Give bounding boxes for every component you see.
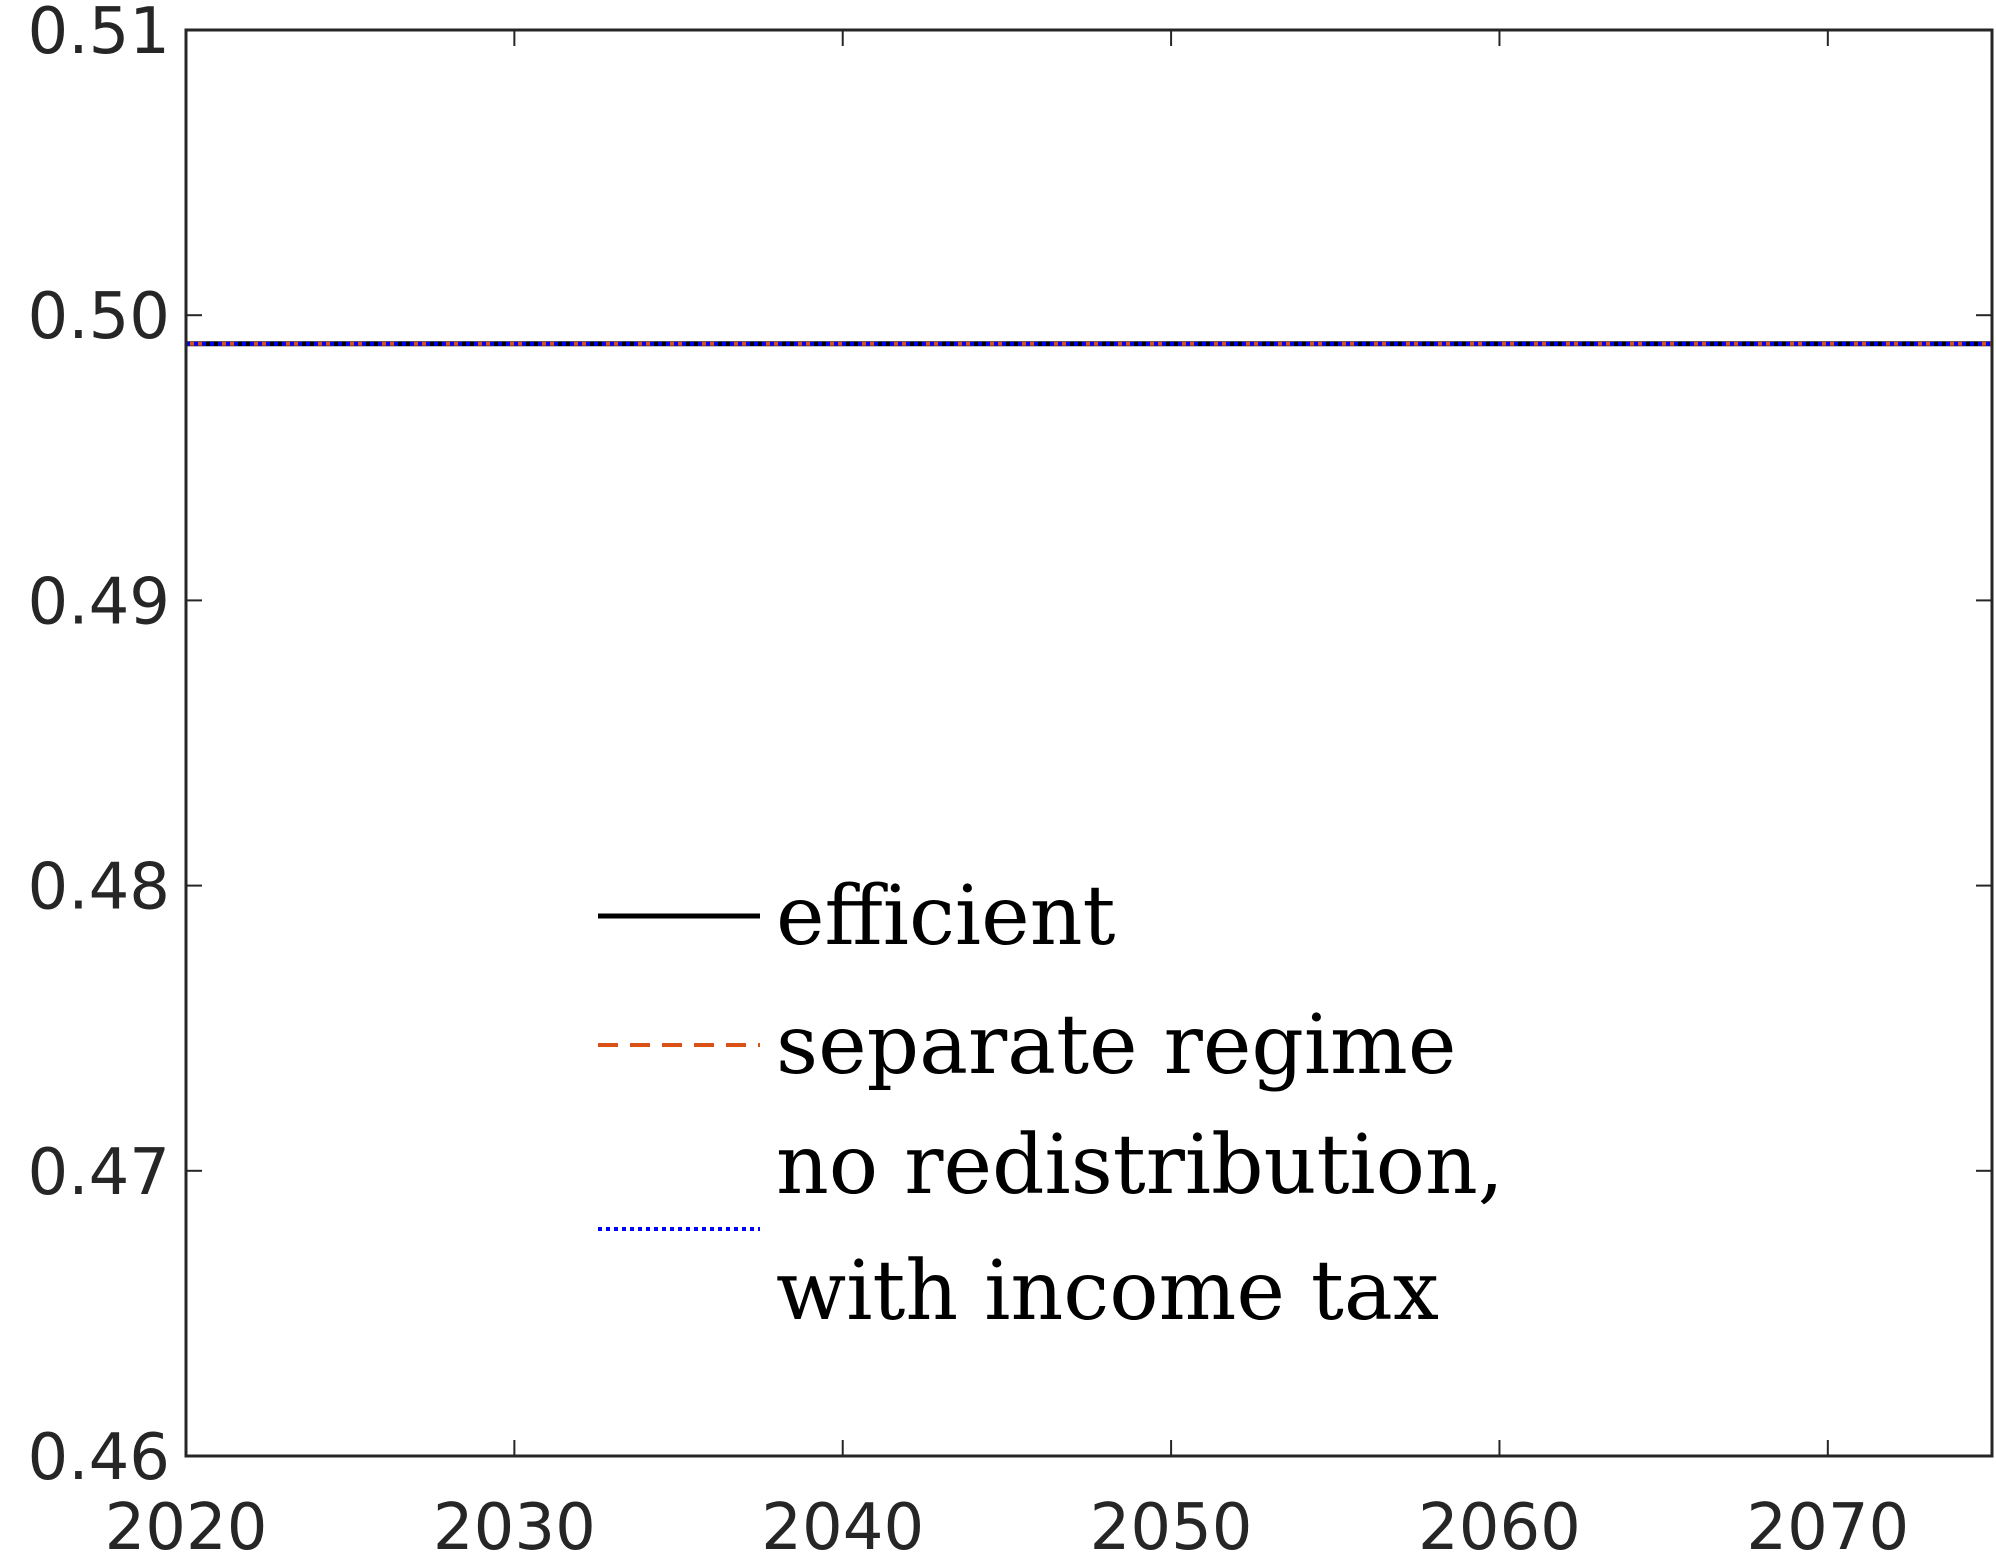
legend-label-2: separate regime [776, 998, 1456, 1093]
x-tick-label: 2070 [1746, 1491, 1909, 1554]
legend-label-3: with income tax [776, 1244, 1439, 1339]
x-tick-label: 2020 [105, 1491, 268, 1554]
axes-box [184, 28, 1994, 1458]
plot-area [186, 30, 1992, 1456]
legend: efficient separate regime no redistributio… [598, 869, 1504, 1339]
x-tick-label: 2050 [1090, 1491, 1253, 1554]
y-tick-label: 0.49 [28, 565, 171, 639]
ticks-layer: 2020 2030 2040 2050 2060 2070 0.46 0.47 0.48 0.49… [28, 0, 1992, 1554]
x-tick-label: 2060 [1418, 1491, 1581, 1554]
legend-label-1: efficient [776, 869, 1115, 964]
y-tick-label: 0.48 [28, 851, 171, 925]
y-tick-label: 0.47 [28, 1136, 171, 1210]
y-tick-label: 0.50 [28, 280, 171, 354]
x-tick-label: 2040 [761, 1491, 924, 1554]
x-tick-label: 2030 [433, 1491, 596, 1554]
y-tick-label: 0.46 [28, 1421, 171, 1495]
legend-label-3: no redistribution, [776, 1118, 1504, 1213]
y-tick-label: 0.51 [28, 0, 171, 69]
